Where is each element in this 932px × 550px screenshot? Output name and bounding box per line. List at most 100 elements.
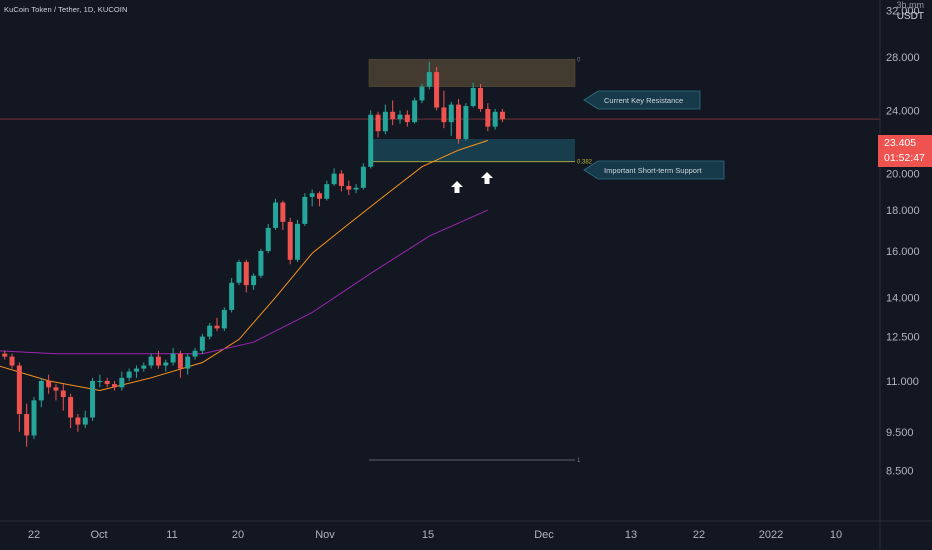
candle — [258, 248, 264, 279]
candle-body — [16, 365, 22, 414]
price-tick-label: 14.000 — [886, 292, 920, 304]
candle-body — [419, 86, 425, 101]
fib-label-0: 0 — [577, 57, 581, 63]
time-tick-label: Nov — [315, 529, 335, 541]
candle — [214, 317, 220, 332]
candle — [499, 108, 505, 123]
candle — [265, 223, 271, 254]
candle-body — [31, 400, 37, 436]
candle — [104, 377, 110, 388]
support-callout-text: Important Short-term Support — [604, 166, 702, 175]
bar-countdown: 01:52:47 — [884, 152, 925, 164]
fib-label-0382: 0.382 — [577, 160, 593, 166]
unit-top: 3h.mm — [896, 0, 924, 10]
support-zone — [369, 138, 575, 162]
currency-unit[interactable]: 3h.mm USDT — [896, 0, 924, 22]
price-tick-label: 28.000 — [886, 52, 920, 64]
time-tick-label: Oct — [90, 529, 107, 541]
time-tick-label: Dec — [534, 529, 554, 541]
candle — [331, 168, 337, 186]
candle — [133, 365, 139, 378]
candle-body — [360, 166, 366, 188]
candle — [243, 259, 249, 293]
candle-body — [426, 72, 432, 87]
price-tick-label: 24.000 — [886, 105, 920, 117]
candle-body — [448, 104, 454, 123]
candle-body — [499, 111, 505, 120]
time-tick-label: 13 — [625, 529, 637, 541]
candle-body — [221, 309, 227, 329]
candle-body — [375, 114, 381, 132]
candle — [46, 374, 52, 394]
candle — [192, 347, 198, 360]
candle-body — [75, 417, 81, 425]
candle-body — [119, 377, 125, 388]
resistance-callout: Current Key Resistance — [583, 90, 701, 110]
candle — [309, 189, 315, 207]
candle — [492, 108, 498, 130]
candle — [434, 66, 440, 111]
candle-body — [456, 104, 462, 139]
ma-fast-line — [0, 140, 488, 392]
candle-body — [463, 106, 469, 139]
candle-body — [192, 350, 198, 357]
fib-label-1: 1 — [577, 458, 581, 464]
candle-body — [412, 100, 418, 123]
candle — [141, 362, 147, 372]
candle — [199, 333, 205, 354]
candle-body — [155, 356, 161, 366]
candle-body — [199, 336, 205, 351]
candle-body — [177, 353, 183, 369]
candle-body — [316, 193, 322, 199]
candle — [68, 393, 74, 429]
candle — [90, 377, 96, 422]
candle — [38, 377, 44, 408]
candle-body — [60, 390, 66, 398]
candle-body — [265, 227, 271, 251]
candle — [441, 90, 447, 129]
candle-body — [470, 87, 476, 107]
time-tick-label: 15 — [422, 529, 434, 541]
candle — [177, 350, 183, 378]
candle-body — [104, 380, 110, 385]
candle-body — [478, 87, 484, 109]
candle-body — [133, 368, 139, 372]
candle-body — [38, 380, 44, 401]
candle-body — [324, 184, 330, 199]
time-tick-label: 22 — [693, 529, 705, 541]
candle — [478, 83, 484, 112]
candle-body — [163, 362, 169, 366]
candle — [155, 350, 161, 369]
support-callout: Important Short-term Support — [583, 160, 725, 180]
candle-body — [9, 356, 15, 366]
candle — [126, 368, 132, 381]
support-callout-box — [583, 160, 725, 180]
candle — [316, 191, 322, 207]
candle-body — [434, 72, 440, 108]
price-tick-label: 20.000 — [886, 169, 920, 181]
candle-body — [441, 107, 447, 123]
symbol-title[interactable]: KuCoin Token / Tether, 1D, KUCOIN — [4, 5, 128, 14]
moving-averages — [0, 140, 489, 392]
candle — [368, 110, 374, 169]
ma-slow-line — [0, 209, 489, 355]
unit-label: USDT — [896, 11, 924, 22]
candle — [75, 414, 81, 432]
resistance-callout-text: Current Key Resistance — [604, 96, 683, 105]
candle-body — [353, 187, 359, 190]
candle-body — [273, 202, 279, 228]
price-tick-label: 32.000 — [886, 6, 920, 18]
candle — [119, 371, 125, 391]
price-tick-label: 11.000 — [886, 376, 919, 388]
candle-body — [485, 108, 491, 127]
candle — [280, 200, 286, 230]
bounce-arrow-icon — [451, 181, 463, 193]
candle — [185, 353, 191, 375]
candle — [426, 61, 432, 90]
candle — [221, 307, 227, 332]
candle — [419, 83, 425, 104]
candle-body — [346, 185, 352, 190]
candle-body — [251, 275, 257, 286]
